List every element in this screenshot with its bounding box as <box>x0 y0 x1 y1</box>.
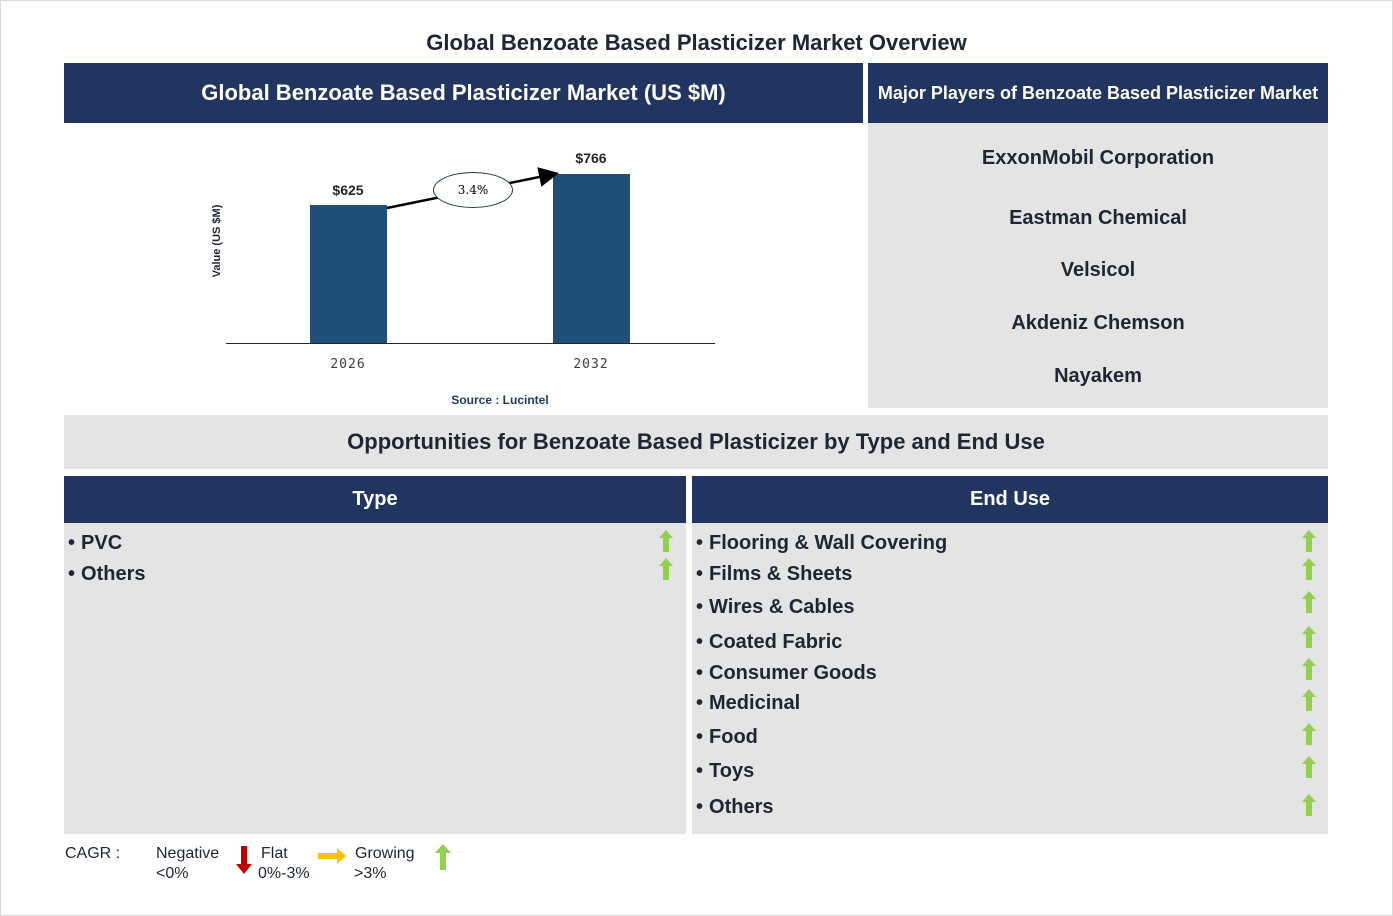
bar-value-label-2026: $625 <box>332 182 364 198</box>
end-use-item: • Consumer Goods <box>696 662 877 684</box>
x-tick-2026: 2026 <box>330 357 366 372</box>
bar-2032 <box>553 174 630 344</box>
growing-up-arrow-icon <box>1302 689 1316 711</box>
market-bar-chart: Value (US $M) $625 $766 3.4% 2026 2032 S… <box>190 140 730 410</box>
players-header: Major Players of Benzoate Based Plastici… <box>868 63 1328 123</box>
legend-flat-name: Flat <box>261 845 288 862</box>
legend-negative-name: Negative <box>156 845 220 862</box>
opportunities-header: Opportunities for Benzoate Based Plastic… <box>64 415 1328 469</box>
bar-value-label-2032: $766 <box>575 150 607 166</box>
players-panel: ExxonMobil Corporation Eastman Chemical … <box>868 123 1328 408</box>
growing-up-arrow-icon <box>1302 626 1316 648</box>
type-item-others: • Others <box>68 563 146 585</box>
end-use-item: • Wires & Cables <box>696 596 855 618</box>
growing-up-arrow-icon <box>659 558 673 580</box>
growing-up-arrow-icon <box>1302 558 1316 580</box>
x-axis-line <box>226 343 715 344</box>
growing-up-arrow-icon <box>1302 658 1316 680</box>
growing-up-arrow-icon <box>1302 723 1316 745</box>
x-tick-2032: 2032 <box>573 357 609 372</box>
end-use-item: • Others <box>696 796 774 818</box>
chart-header: Global Benzoate Based Plasticizer Market… <box>64 63 863 123</box>
negative-down-arrow-icon <box>236 846 252 874</box>
legend-flat-range: 0%-3% <box>258 865 310 882</box>
player-item: Eastman Chemical <box>1009 207 1187 229</box>
source-label: Source : Lucintel <box>451 393 549 407</box>
end-use-item: • Medicinal <box>696 692 801 714</box>
type-header: Type <box>64 476 686 523</box>
flat-right-arrow-icon <box>318 848 346 864</box>
growing-up-arrow-icon <box>659 530 673 552</box>
growing-up-arrow-icon <box>1302 794 1316 816</box>
legend-growing-name: Growing <box>355 845 415 862</box>
end-use-header: End Use <box>692 476 1328 523</box>
end-use-item: • Toys <box>696 760 755 782</box>
type-item-pvc: • PVC <box>68 532 123 554</box>
cagr-bubble: 3.4% <box>433 172 513 208</box>
player-item: ExxonMobil Corporation <box>981 147 1215 169</box>
end-use-item: • Flooring & Wall Covering <box>696 532 948 554</box>
player-item: Nayakem <box>1054 365 1142 387</box>
legend-growing-range: >3% <box>354 865 387 882</box>
legend-label: CAGR : <box>65 845 121 862</box>
end-use-item: • Coated Fabric <box>696 631 843 653</box>
legend-negative-range: <0% <box>156 865 189 882</box>
cagr-legend: CAGR : Negative <0% Flat 0%-3% Growing >… <box>64 843 464 888</box>
end-use-item: • Films & Sheets <box>696 563 853 585</box>
bar-2026 <box>310 205 387 344</box>
type-panel: • PVC • Others <box>64 523 686 834</box>
page-title: Global Benzoate Based Plasticizer Market… <box>426 30 967 55</box>
player-item: Velsicol <box>1060 259 1136 281</box>
player-item: Akdeniz Chemson <box>1011 312 1185 334</box>
end-use-item: • Food <box>696 726 758 748</box>
growing-up-arrow-icon <box>435 844 451 870</box>
growing-up-arrow-icon <box>1302 530 1316 552</box>
end-use-panel: • Flooring & Wall Covering • Films & Sheet… <box>692 523 1328 834</box>
growing-up-arrow-icon <box>1302 756 1316 778</box>
growing-up-arrow-icon <box>1302 591 1316 613</box>
